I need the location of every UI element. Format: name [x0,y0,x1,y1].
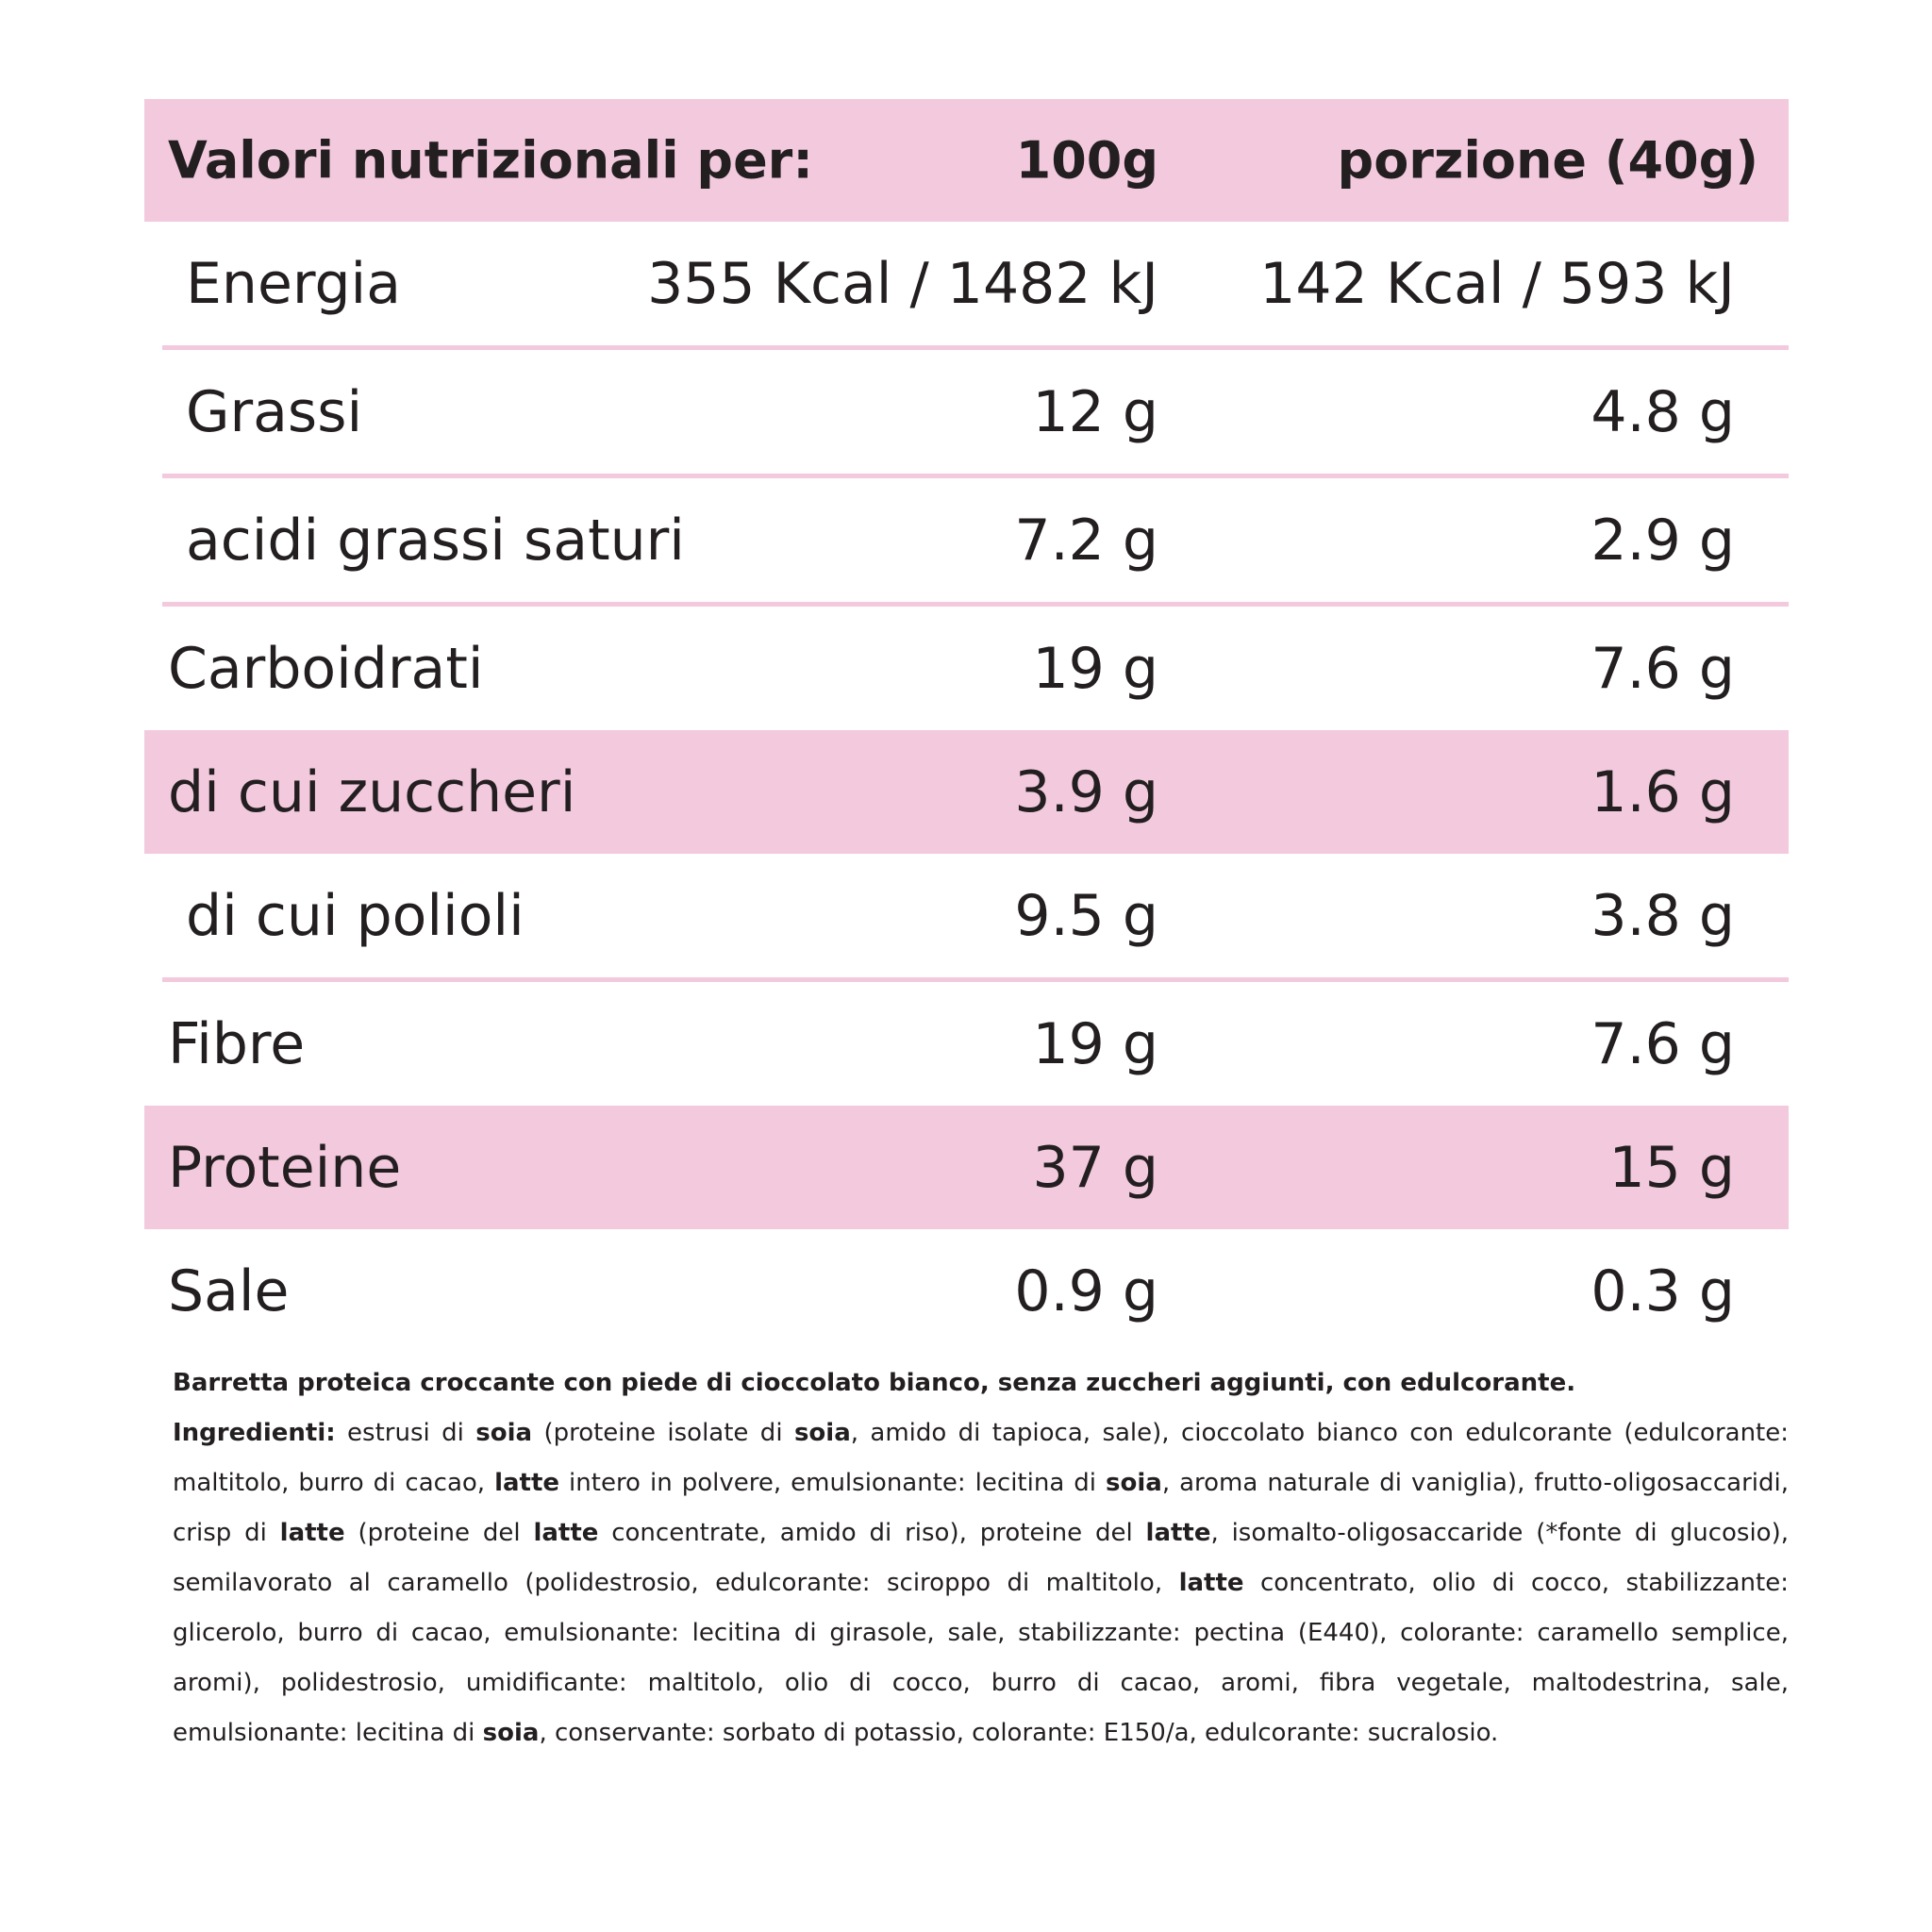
header-100g: 100g [1015,130,1158,191]
value-100g: 9.5 g [1014,882,1158,949]
ingredient-bold: latte [1178,1569,1244,1597]
table-header: Valori nutrizionali per: 100g porzione (… [144,99,1789,222]
nutrient-label: Carboidrati [168,635,484,702]
table-row: Fibre 19 g 7.6 g [144,982,1789,1106]
value-portion: 4.8 g [1591,378,1735,445]
table-row: Grassi 12 g 4.8 g [162,350,1789,478]
value-100g: 0.9 g [1014,1257,1158,1324]
nutrient-label: di cui zuccheri [168,758,576,825]
value-portion: 1.6 g [1591,758,1735,825]
value-100g: 7.2 g [1014,507,1158,574]
ingredients-block: Barretta proteica croccante con piede di… [173,1358,1789,1758]
ingredient-text: , isomalto-oligosaccaride (*fonte di glu… [173,1519,1789,1597]
ingredient-text: (proteine isolate di [532,1419,794,1447]
ingredient-text: concentrate, amido di riso), proteine de… [598,1519,1146,1547]
ingredient-bold: latte [1145,1519,1211,1547]
ingredient-text: concentrato, olio di cocco, stabilizzant… [173,1569,1789,1747]
value-portion: 2.9 g [1591,507,1735,574]
ingredient-text: , aroma naturale di vaniglia), frutto-ol… [173,1469,1789,1547]
nutrient-label: Energia [186,250,401,317]
value-portion: 7.6 g [1591,635,1735,702]
nutrient-label: Proteine [168,1134,402,1201]
value-100g: 355 Kcal / 1482 kJ [647,250,1158,317]
table-row: acidi grassi saturi 7.2 g 2.9 g [162,478,1789,607]
value-100g: 19 g [1032,635,1158,702]
ingredient-text: intero in polvere, emulsionante: lecitin… [559,1469,1107,1497]
nutrient-label: di cui polioli [186,882,525,949]
ingredient-bold: latte [533,1519,599,1547]
table-row: Energia 355 Kcal / 1482 kJ 142 Kcal / 593 … [162,222,1789,350]
value-portion: 15 g [1608,1134,1735,1201]
value-portion: 7.6 g [1591,1010,1735,1077]
ingredient-text: , amido di tapioca, sale), cioccolato bi… [173,1419,1790,1497]
table-row: Sale 0.9 g 0.3 g [144,1229,1789,1353]
value-portion: 142 Kcal / 593 kJ [1259,250,1735,317]
ingredient-bold: soia [482,1719,540,1747]
nutrient-label: Fibre [168,1010,306,1077]
ingredient-text: , conservante: sorbato di potassio, colo… [539,1719,1499,1747]
ingredient-bold: latte [494,1469,560,1497]
table-row: di cui polioli 9.5 g 3.8 g [162,854,1789,982]
ingredient-text: estrusi di [335,1419,476,1447]
value-portion: 0.3 g [1591,1257,1735,1324]
value-100g: 12 g [1032,378,1158,445]
ingredient-text: (proteine del [344,1519,534,1547]
ingredient-bold: latte [279,1519,345,1547]
product-description: Barretta proteica croccante con piede di… [173,1369,1576,1397]
ingredient-bold: soia [475,1419,533,1447]
nutrient-label: Grassi [186,378,363,445]
nutrition-table: Valori nutrizionali per: 100g porzione (… [144,99,1789,1353]
nutrient-label: acidi grassi saturi [186,507,685,574]
ingredient-bold: soia [793,1419,851,1447]
header-portion: porzione (40g) [1337,130,1758,191]
header-label: Valori nutrizionali per: [168,130,813,191]
value-100g: 19 g [1032,1010,1158,1077]
ingredient-bold: Ingredienti: [173,1419,336,1447]
value-100g: 3.9 g [1014,758,1158,825]
table-row: Proteine 37 g 15 g [144,1106,1789,1229]
ingredients-text: Ingredienti: estrusi di soia (proteine i… [173,1408,1789,1758]
nutrient-label: Sale [168,1257,290,1324]
table-row: Carboidrati 19 g 7.6 g [144,607,1789,730]
value-100g: 37 g [1032,1134,1158,1201]
table-row: di cui zuccheri 3.9 g 1.6 g [144,730,1789,854]
value-portion: 3.8 g [1591,882,1735,949]
ingredient-bold: soia [1106,1469,1162,1497]
